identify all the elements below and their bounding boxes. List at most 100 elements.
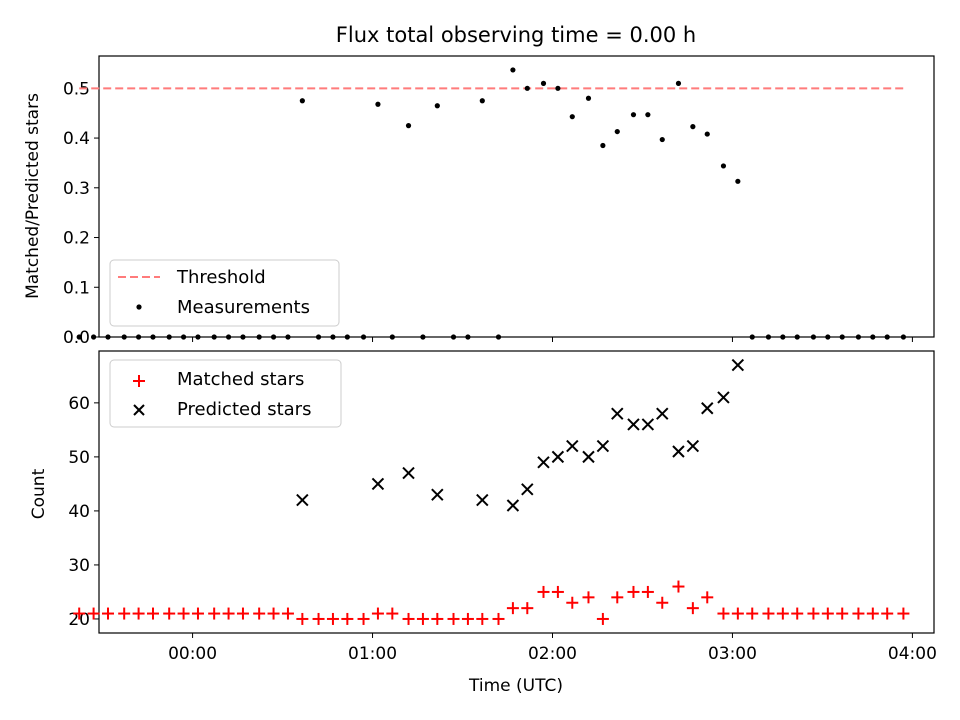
matched-star-point — [656, 596, 669, 609]
top-legend: Threshold Measurements — [109, 259, 340, 327]
legend-threshold-label: Threshold — [176, 267, 266, 288]
matched-star-point — [521, 602, 534, 615]
predicted-star-point — [596, 439, 610, 453]
predicted-star-stroke — [537, 456, 550, 469]
measurement-point — [870, 334, 876, 340]
predicted-star-stroke — [506, 499, 520, 512]
measurement-point — [76, 334, 82, 340]
legend-predicted-label: Predicted stars — [177, 399, 311, 420]
measurement-point — [195, 334, 201, 340]
measurement-point — [465, 334, 471, 340]
matched-star-point — [566, 596, 579, 609]
matched-star-point — [371, 607, 384, 620]
measurement-point — [794, 334, 800, 340]
measurement-point — [434, 103, 440, 109]
predicted-star-point — [627, 418, 640, 431]
matched-star-point — [386, 607, 399, 620]
y-tick-label: 0.0 — [63, 328, 90, 348]
measurement-point — [720, 163, 727, 169]
measurement-point — [749, 334, 755, 340]
chart-title: Flux total observing time = 0.00 h — [336, 23, 696, 47]
predicted-star-point — [611, 407, 624, 420]
predicted-star-point — [402, 466, 415, 480]
predicted-star-point — [656, 407, 669, 420]
measurement-point — [240, 334, 246, 340]
measurement-point — [105, 334, 111, 340]
bottom-y-axis-label: Count — [29, 468, 49, 519]
predicted-star-point — [731, 358, 745, 372]
predicted-star-stroke — [656, 407, 669, 420]
predicted-star-stroke — [371, 477, 385, 491]
measurement-point — [135, 334, 142, 340]
legend-matched-swatch — [133, 375, 145, 387]
measurement-point — [900, 334, 907, 340]
predicted-star-stroke — [476, 493, 489, 507]
matched-star-point — [146, 607, 159, 620]
matched-star-point — [776, 607, 789, 620]
predicted-star-point — [641, 418, 655, 431]
bottom-axes: 00:00 01:00 02:00 03:00 04:00 20 30 40 50 60 — [68, 350, 937, 664]
top-legend-frame — [109, 259, 340, 327]
y-tick-label: 30 — [68, 556, 90, 576]
measurement-point — [855, 334, 862, 340]
measurement-point — [211, 334, 217, 340]
predicted-star-stroke — [296, 493, 309, 507]
matched-star-point — [641, 585, 654, 598]
matched-star-point — [326, 612, 339, 625]
measurement-point — [344, 334, 350, 340]
measurement-point — [121, 334, 127, 340]
predicted-star-stroke — [596, 439, 610, 453]
matched-star-point — [506, 602, 519, 615]
measurement-point — [91, 334, 97, 340]
x-tick-label: 00:00 — [168, 644, 217, 664]
measurement-point — [540, 80, 547, 86]
matched-star-point — [551, 585, 564, 598]
matched-star-point — [191, 607, 204, 620]
matched-star-point — [686, 602, 699, 615]
matched-star-point — [416, 612, 429, 625]
matched-star-point — [821, 607, 834, 620]
predicted-star-point — [296, 493, 309, 507]
legend-measurements-swatch — [136, 304, 142, 310]
measurement-point — [256, 334, 262, 340]
matched-star-point — [836, 607, 849, 620]
predicted-star-point — [566, 439, 579, 453]
measurement-point — [569, 114, 575, 120]
matched-star-point — [447, 612, 460, 625]
predicted-star-point — [551, 450, 565, 464]
y-tick-label: 40 — [68, 502, 90, 522]
measurement-point — [315, 334, 322, 340]
measurement-point — [375, 101, 381, 107]
matched-star-point — [312, 612, 325, 625]
matched-star-point — [341, 612, 354, 625]
measurement-point — [285, 334, 291, 340]
matched-star-point — [537, 585, 550, 598]
measurement-point — [690, 124, 696, 130]
matched-star-point — [402, 612, 415, 625]
y-tick-label: 20 — [68, 610, 90, 630]
matched-star-point — [461, 612, 474, 625]
predicted-star-point — [537, 456, 550, 469]
top-axes: 0.0 0.1 0.2 0.3 0.4 0.5 — [63, 55, 935, 348]
measurement-point — [360, 334, 367, 340]
measurement-point — [765, 334, 772, 340]
bottom-legend: Matched stars Predicted stars — [109, 359, 342, 428]
predicted-star-stroke — [627, 418, 640, 431]
measurement-point — [825, 334, 831, 340]
predicted-star-stroke — [686, 439, 700, 453]
matched-star-point — [672, 580, 685, 593]
matched-star-point — [431, 612, 444, 625]
matched-star-point — [611, 591, 624, 604]
predicted-star-stroke — [611, 407, 624, 420]
matched-star-point — [357, 612, 370, 625]
measurement-point — [675, 80, 682, 86]
matched-star-point — [791, 607, 804, 620]
measurement-point — [735, 178, 741, 184]
measurement-point — [884, 334, 890, 340]
matched-star-point — [177, 607, 190, 620]
predicted-star-point — [672, 445, 685, 458]
legend-measurements-label: Measurements — [177, 297, 310, 318]
measurement-point — [450, 334, 457, 340]
measurement-point — [495, 334, 502, 340]
matched-star-point — [222, 607, 235, 620]
